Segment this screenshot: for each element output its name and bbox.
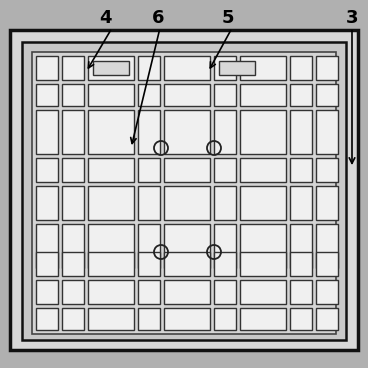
Bar <box>62 224 84 268</box>
Bar <box>214 84 236 106</box>
Bar <box>62 186 84 220</box>
Bar <box>240 308 286 330</box>
Bar <box>36 158 58 182</box>
Bar <box>88 84 134 106</box>
Bar <box>138 110 160 154</box>
Bar <box>240 280 286 304</box>
Bar <box>214 280 236 304</box>
Bar <box>88 158 134 182</box>
Bar <box>240 224 286 268</box>
Bar <box>240 84 286 106</box>
Bar <box>240 56 286 80</box>
Bar <box>164 110 210 154</box>
Bar <box>138 252 160 276</box>
Bar <box>164 224 210 268</box>
Bar <box>316 224 338 268</box>
Bar <box>214 186 236 220</box>
Bar <box>32 52 336 334</box>
Bar <box>62 110 84 154</box>
Bar <box>290 84 312 106</box>
Bar <box>164 56 210 80</box>
Bar <box>290 56 312 80</box>
Bar <box>62 308 84 330</box>
Bar <box>62 158 84 182</box>
Bar <box>316 84 338 106</box>
Bar <box>240 110 286 154</box>
Bar <box>88 56 134 80</box>
Bar <box>240 252 286 276</box>
Bar <box>88 186 134 220</box>
Bar <box>316 280 338 304</box>
Bar <box>316 158 338 182</box>
Bar <box>290 252 312 276</box>
Bar <box>138 84 160 106</box>
Bar <box>88 252 134 276</box>
Bar <box>214 252 236 276</box>
Bar <box>316 56 338 80</box>
Bar <box>22 42 346 340</box>
Bar <box>62 280 84 304</box>
Bar <box>164 280 210 304</box>
Bar <box>240 158 286 182</box>
Bar <box>36 84 58 106</box>
Bar <box>88 224 134 268</box>
Bar <box>10 30 358 350</box>
Bar <box>316 186 338 220</box>
Bar <box>36 308 58 330</box>
Text: 4: 4 <box>99 9 111 27</box>
Bar <box>290 308 312 330</box>
Bar <box>36 280 58 304</box>
Bar <box>93 61 129 75</box>
Text: 5: 5 <box>222 9 234 27</box>
Bar <box>36 252 58 276</box>
Bar <box>88 308 134 330</box>
Bar <box>316 252 338 276</box>
Bar <box>214 158 236 182</box>
Bar <box>88 280 134 304</box>
Bar <box>138 158 160 182</box>
Bar <box>164 186 210 220</box>
Bar <box>290 280 312 304</box>
Bar <box>316 308 338 330</box>
Text: 6: 6 <box>152 9 164 27</box>
Bar <box>138 224 160 268</box>
Bar <box>36 186 58 220</box>
Bar <box>290 110 312 154</box>
Bar <box>214 110 236 154</box>
Bar <box>138 56 160 80</box>
Bar <box>290 224 312 268</box>
Bar <box>164 84 210 106</box>
Bar <box>62 252 84 276</box>
Bar <box>164 158 210 182</box>
Bar <box>62 84 84 106</box>
Bar <box>36 110 58 154</box>
Bar <box>290 186 312 220</box>
Bar <box>164 252 210 276</box>
Bar <box>88 110 134 154</box>
Bar <box>214 56 236 80</box>
Bar <box>36 224 58 268</box>
Bar <box>164 308 210 330</box>
Bar <box>36 56 58 80</box>
Bar <box>316 110 338 154</box>
Bar <box>138 280 160 304</box>
Bar <box>214 308 236 330</box>
Bar <box>240 186 286 220</box>
Text: 3: 3 <box>346 9 358 27</box>
Bar <box>62 56 84 80</box>
Bar <box>219 61 255 75</box>
Bar <box>138 308 160 330</box>
Bar <box>214 224 236 268</box>
Bar <box>138 186 160 220</box>
Bar <box>290 158 312 182</box>
